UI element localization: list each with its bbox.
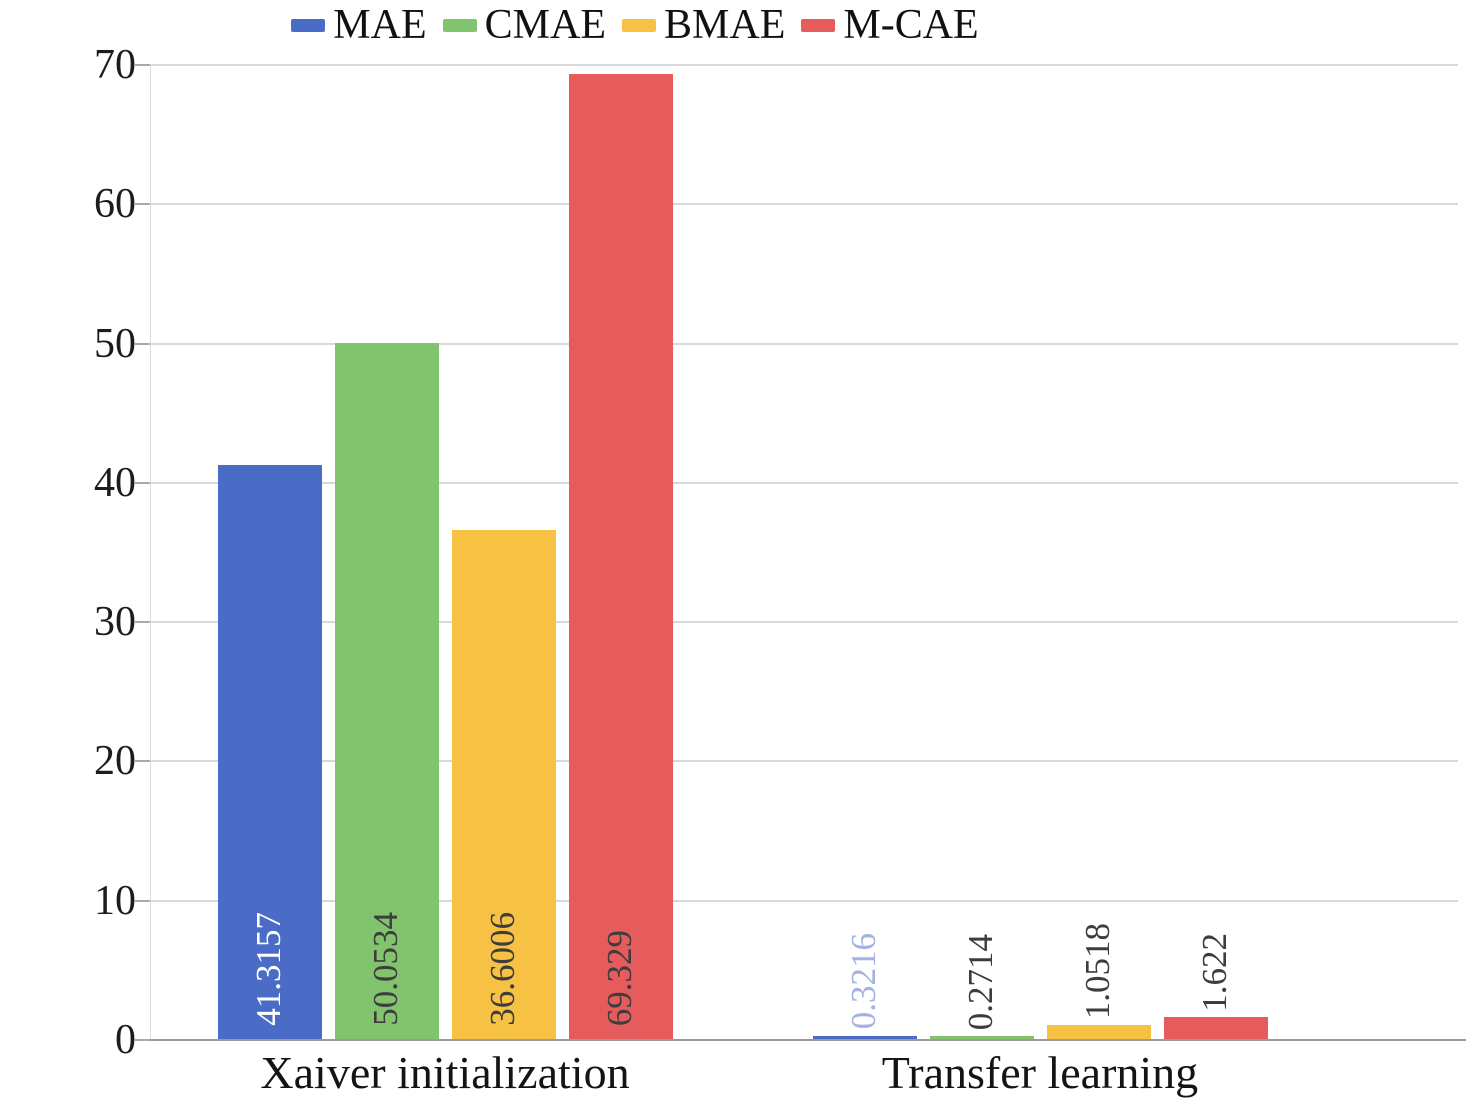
x-category-label: Transfer learning [881,1047,1199,1098]
y-tick-mark [135,760,150,763]
grid-line [150,342,1458,345]
bar-value-label: 41.3157 [248,912,288,1026]
x-category-label: Xaiver initialization [260,1047,630,1098]
legend-item-cmae: CMAE [442,2,606,48]
legend-swatch [801,18,836,32]
bar-value-label: 1.622 [1194,932,1234,1012]
legend-label: MAE [333,2,427,48]
y-tick-mark [135,621,150,624]
y-axis-line [150,65,151,1040]
x-axis-line [150,1039,1466,1041]
y-tick-mark [135,481,150,484]
bar-value-label: 0.3216 [843,933,883,1030]
bar-cmae-0 [334,342,439,1040]
legend-item-m-cae: M-CAE [801,2,979,48]
chart-legend: MAE CMAE BMAE M-CAE [0,4,1480,46]
y-tick-label: 70 [94,42,136,88]
y-tick-label: 0 [115,1017,136,1063]
legend-label: BMAE [664,2,786,48]
bar-m-cae-0 [568,74,673,1040]
legend-item-bmae: BMAE [622,4,785,46]
y-tick-label: 20 [94,738,136,785]
y-tick-mark [135,203,150,206]
legend-label: CMAE [484,2,606,48]
y-tick-mark [135,899,150,902]
grid-line [150,203,1458,206]
grid-line [150,64,1458,66]
bar-value-label: 0.2714 [960,933,1000,1031]
bar-value-label: 69.329 [599,929,639,1026]
bar-cmae-1 [929,1036,1034,1040]
legend-label: M-CAE [843,2,979,48]
bar-mae-1 [812,1035,917,1040]
bar-m-cae-1 [1163,1017,1268,1040]
grid-line [150,621,1458,624]
bar-value-label: 36.6006 [482,912,522,1026]
bar-bmae-0 [451,530,556,1040]
legend-swatch [291,18,326,32]
y-tick-mark [135,342,150,345]
grid-line [150,481,1458,484]
bar-mae-0 [217,464,322,1040]
bar-bmae-1 [1046,1025,1151,1040]
legend-swatch [442,18,477,32]
legend-swatch [622,18,656,32]
legend-item-mae: MAE [291,2,427,48]
bar-value-label: 50.0534 [365,912,405,1026]
y-tick-label: 10 [94,877,136,924]
bar-value-label: 1.0518 [1077,923,1117,1020]
y-tick-mark [135,64,150,66]
y-tick-label: 60 [94,181,136,228]
y-tick-label: 30 [94,599,136,646]
y-tick-label: 40 [94,459,136,506]
grid-line [150,899,1458,902]
grid-line [150,760,1458,763]
y-tick-label: 50 [94,320,136,367]
y-tick-mark [135,1039,150,1041]
